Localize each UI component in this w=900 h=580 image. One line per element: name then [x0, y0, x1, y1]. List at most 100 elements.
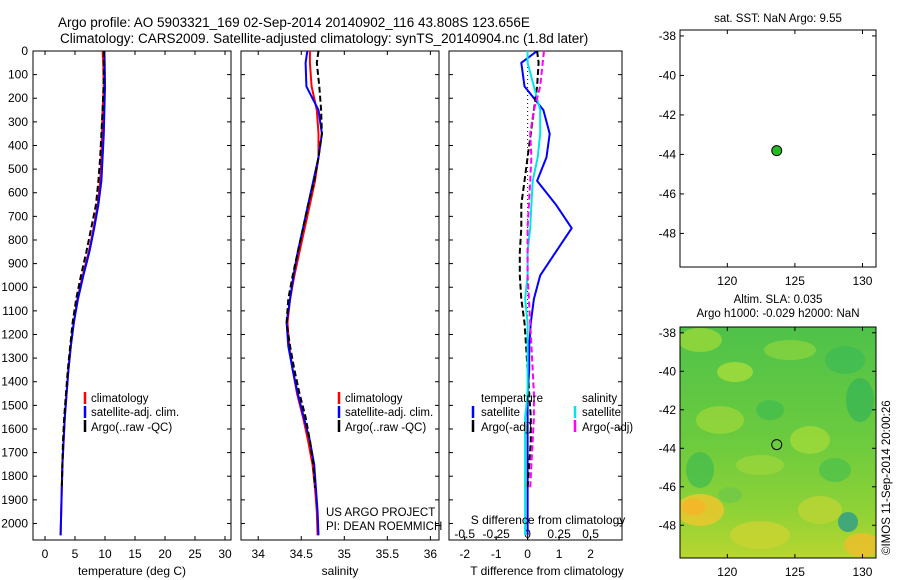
- x-tick-label: 34.5: [290, 547, 314, 561]
- imos-watermark: ©IMOS 11-Sep-2014 20:00:26: [881, 400, 893, 555]
- salinity-legend-satellite: satellite-adj. clim.: [345, 407, 433, 419]
- map-y-tick-label: -46: [659, 187, 677, 201]
- difference-xlabel-t: T difference from climatology: [470, 564, 624, 578]
- x-tick-label: 1: [556, 547, 563, 561]
- sla-map-title-line1: Altim. SLA: 0.035: [734, 294, 823, 306]
- temperature-xlabel: temperature (deg C): [78, 564, 186, 578]
- argo-position-marker: [771, 145, 783, 157]
- s-tick-label: -0.5: [454, 527, 475, 541]
- sst-map-frame: [679, 29, 877, 268]
- x-tick-label: 20: [158, 547, 172, 561]
- depth-tick-label: 300: [8, 115, 28, 129]
- depth-tick-label: 1700: [1, 446, 28, 460]
- legend-temperature-satellite: satellite: [481, 407, 520, 419]
- x-tick-label: 5: [72, 547, 79, 561]
- salinity-xlabel: salinity: [322, 564, 359, 578]
- depth-tick-label: 200: [8, 91, 28, 105]
- map-y-tick-label: -38: [659, 29, 677, 43]
- difference-plot: -2 -1 0 1 2-0.5 -0.25 0 0.25 0.5: [449, 50, 622, 561]
- map-x-tick-label: 130: [852, 565, 872, 579]
- map-y-tick-label: -48: [659, 226, 677, 240]
- credit-line1: US ARGO PROJECT: [326, 507, 435, 519]
- temperature-legend-argo: Argo(..raw -QC): [91, 422, 172, 434]
- x-tick-label: 0: [524, 547, 531, 561]
- depth-tick-label: 1100: [2, 304, 28, 318]
- depth-tick-label: 2000: [1, 516, 28, 530]
- depth-tick-label: 1400: [1, 375, 28, 389]
- map-y-tick-label: -42: [659, 108, 677, 122]
- x-tick-label: -2: [459, 547, 470, 561]
- legend-salinity-argo: Argo(-adj): [582, 422, 633, 434]
- x-tick-label: 25: [188, 547, 202, 561]
- map-x-tick-label: 120: [717, 274, 737, 288]
- depth-tick-label: 100: [8, 68, 28, 82]
- sla-map-frame: [679, 326, 877, 559]
- x-tick-label: 36: [424, 547, 438, 561]
- x-tick-label: -1: [491, 547, 502, 561]
- s-tick-label: 0.5: [582, 527, 599, 541]
- salinity-legend-climatology: climatology: [345, 393, 403, 405]
- difference-legend: temperature salinity satellite Argo(-adj…: [471, 393, 633, 434]
- x-tick-label: 0: [42, 547, 49, 561]
- argo-position-marker: [771, 439, 783, 451]
- map-x-tick-label: 125: [785, 565, 805, 579]
- map-y-tick-label: -44: [659, 147, 677, 161]
- sla-map-title-line2: Argo h1000: -0.029 h2000: NaN: [696, 308, 859, 320]
- salinity-plot: 34 34.5 35 35.5 36: [241, 50, 439, 561]
- series-line-salinity-argo-adj-: [526, 50, 545, 489]
- credit-line2: PI: DEAN ROEMMICH: [326, 521, 442, 533]
- map-x-tick-label: 120: [717, 565, 737, 579]
- temperature-panel-frame: [32, 50, 232, 541]
- x-tick-label: 35.5: [376, 547, 400, 561]
- sst-map: 120 125 130 -38 -40 -42 -44 -46 -48: [659, 29, 876, 288]
- depth-tick-label: 400: [8, 138, 28, 152]
- series-line-climatology: [59, 50, 105, 536]
- sla-map-axes: 120 125 130 -38 -40 -42 -44 -46 -48: [659, 326, 876, 579]
- map-y-tick-label: -40: [659, 68, 677, 82]
- temperature-legend: climatology satellite-adj. clim. Argo(..…: [83, 392, 179, 434]
- map-y-tick-label: -48: [659, 518, 677, 532]
- depth-tick-label: 900: [8, 257, 28, 271]
- depth-axis: 0 100 200 300 400 500 600 700 800 900 1000 1100 1200…: [1, 44, 28, 530]
- depth-tick-label: 500: [8, 162, 28, 176]
- map-x-tick-label: 130: [852, 274, 872, 288]
- salinity-panel-frame: [240, 50, 440, 541]
- depth-tick-label: 1000: [1, 280, 28, 294]
- sla-heatmap: [680, 327, 876, 558]
- depth-tick-label: 800: [8, 233, 28, 247]
- temperature-legend-climatology: climatology: [91, 393, 149, 405]
- depth-tick-label: 700: [8, 209, 28, 223]
- s-tick-label: 0.25: [547, 527, 571, 541]
- x-tick-label: 10: [98, 547, 112, 561]
- difference-xlabel-s: S difference from climatology: [471, 513, 626, 527]
- x-tick-label: 35: [338, 547, 352, 561]
- x-tick-label: 15: [128, 547, 142, 561]
- map-y-tick-label: -42: [659, 403, 677, 417]
- figure-title-line1: Argo profile: AO 5903321_169 02-Sep-2014…: [58, 15, 530, 30]
- temperature-legend-satellite: satellite-adj. clim.: [91, 407, 179, 419]
- depth-tick-label: 1300: [1, 351, 28, 365]
- map-y-tick-label: -46: [659, 480, 677, 494]
- x-tick-label: 34: [252, 547, 266, 561]
- legend-header-temperature: temperature: [481, 393, 543, 405]
- depth-tick-label: 1200: [1, 327, 28, 341]
- series-line-satellite-adj-clim-: [59, 50, 106, 536]
- series-line-argo-raw-qc-: [285, 50, 323, 489]
- depth-tick-label: 1900: [1, 493, 28, 507]
- depth-tick-label: 600: [8, 186, 28, 200]
- temperature-plot: 0 5 10 15 20 25 30: [33, 50, 232, 561]
- legend-header-salinity: salinity: [582, 393, 617, 405]
- map-y-tick-label: -44: [659, 441, 677, 455]
- x-tick-label: 2: [587, 547, 594, 561]
- map-y-tick-label: -38: [659, 326, 677, 340]
- map-y-tick-label: -40: [659, 364, 677, 378]
- salinity-legend: climatology satellite-adj. clim. Argo(..…: [337, 392, 433, 434]
- depth-tick-label: 0: [21, 44, 28, 58]
- series-line-temperature-satellite: [520, 50, 573, 536]
- salinity-legend-argo: Argo(..raw -QC): [345, 422, 426, 434]
- depth-tick-label: 1500: [1, 398, 28, 412]
- x-tick-label: 30: [218, 547, 232, 561]
- series-line-argo-raw-qc-: [60, 51, 105, 489]
- depth-tick-label: 1600: [1, 422, 28, 436]
